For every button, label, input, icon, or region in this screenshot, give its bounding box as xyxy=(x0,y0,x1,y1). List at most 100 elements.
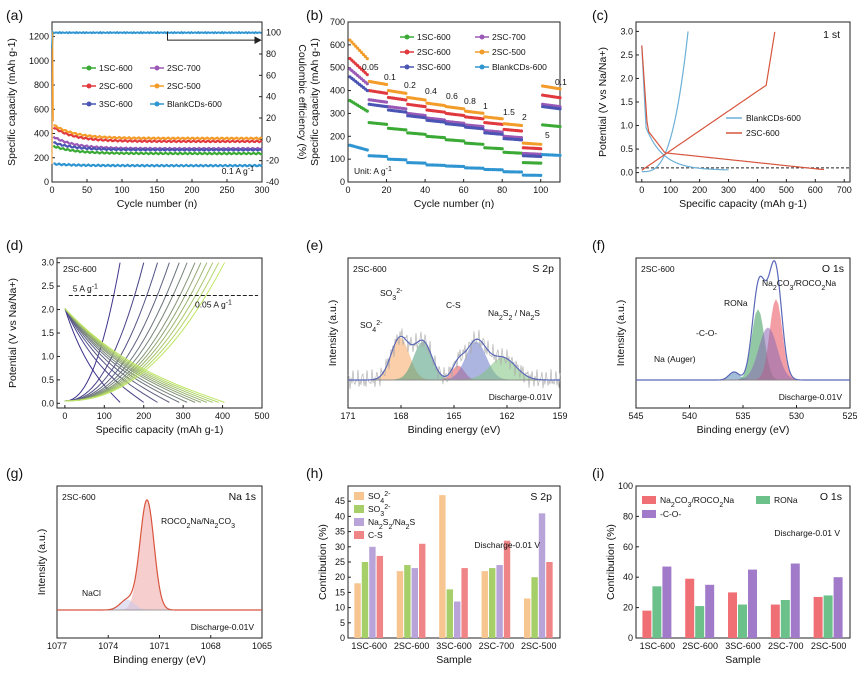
rate-segment xyxy=(484,130,503,133)
legend-label: 2SC-700 xyxy=(167,63,201,73)
text-fragment: -1 xyxy=(248,166,254,173)
x-tick-label: 250 xyxy=(219,185,234,195)
y-tick-label: 700 xyxy=(330,17,345,27)
y-tick-label: 35 xyxy=(335,527,345,537)
y-tick-label: 100 xyxy=(618,481,633,491)
text-fragment: -1 xyxy=(226,299,232,306)
bar xyxy=(705,584,715,638)
x-axis-label: Binding energy (eV) xyxy=(113,654,206,666)
legend-marker xyxy=(479,64,485,70)
text-fragment: S xyxy=(534,308,540,318)
y-tick-label: 1.0 xyxy=(620,121,633,131)
bar xyxy=(747,569,757,638)
text-fragment: SO xyxy=(368,491,381,501)
bar xyxy=(770,604,780,638)
rate-label: 0.6 xyxy=(446,91,458,101)
x-tick-label: 159 xyxy=(552,411,567,421)
rate-label: 0.2 xyxy=(404,80,416,90)
text-fragment: 2 xyxy=(499,315,503,322)
legend-label: 2SC-700 xyxy=(492,32,526,42)
rate-label: 0.4 xyxy=(425,86,437,96)
text-fragment: 2 xyxy=(671,502,675,509)
legend-label: SO32- xyxy=(368,504,391,518)
envelope-curve xyxy=(348,335,561,381)
x-tick-label: 535 xyxy=(735,411,750,421)
text-fragment: Unit: A g xyxy=(354,166,386,176)
x-tick-label: 50 xyxy=(82,185,92,195)
legend-label: BlankCDs-600 xyxy=(746,113,801,123)
element-label: Na 1s xyxy=(229,491,256,503)
text-fragment: 3 xyxy=(688,502,692,509)
rate-segment xyxy=(446,106,464,110)
bar xyxy=(503,540,511,638)
rate-segment xyxy=(349,58,368,75)
x-tick-label: 1SC-600 xyxy=(351,641,387,651)
rate-label: 5 xyxy=(545,130,550,140)
rate-segment xyxy=(388,127,406,131)
bar xyxy=(662,566,672,638)
rate-segment xyxy=(484,132,503,135)
bar xyxy=(496,565,503,638)
bar xyxy=(531,577,538,638)
rate-segment xyxy=(388,97,406,101)
text-fragment: Na xyxy=(368,517,379,527)
charge-curve xyxy=(64,262,145,402)
peak-label-rocona: ROCO2Na/Na2CO3 xyxy=(161,516,235,530)
text-fragment: Na xyxy=(723,495,734,505)
rate-segment xyxy=(349,39,368,59)
bar xyxy=(446,589,453,638)
charge-curve xyxy=(64,262,159,402)
y-tick-label: 400 xyxy=(330,86,345,96)
x-tick-label: 171 xyxy=(340,411,355,421)
x-tick-label: 700 xyxy=(837,185,852,195)
text-fragment: 3 xyxy=(392,295,396,302)
y-axis-label: Contribution (%) xyxy=(317,524,329,600)
rate-segment xyxy=(407,162,426,164)
text-fragment: CO xyxy=(675,495,688,505)
y-tick-label: 45 xyxy=(335,496,345,506)
y-axis-label: Potential (V vs Na/Na+) xyxy=(7,278,19,388)
x-tick-label: 200 xyxy=(184,185,199,195)
discharge-curve xyxy=(64,308,219,403)
rate-segment xyxy=(504,138,522,141)
x-tick-label: 500 xyxy=(779,185,794,195)
envelope-curve xyxy=(57,498,262,611)
x-tick-label: 0 xyxy=(345,185,350,195)
text-fragment: S xyxy=(503,308,509,318)
bar xyxy=(439,495,446,638)
y2-tick-label: 100 xyxy=(266,28,281,38)
legend-label: 1SC-600 xyxy=(99,63,133,73)
bar xyxy=(396,571,404,638)
rate-segment xyxy=(349,68,368,85)
bar xyxy=(354,583,361,638)
panel-title: O 1s xyxy=(820,491,842,503)
text-fragment: 2 xyxy=(773,285,777,292)
discharge-curve xyxy=(64,308,207,403)
rate-segment xyxy=(427,164,445,166)
y-axis-label: Specific capacity (mAh g-1) xyxy=(6,38,18,166)
x-tick-label: 40 xyxy=(420,185,430,195)
plot-frame xyxy=(56,485,263,639)
y-axis-label: Intensity (a.u.) xyxy=(615,300,627,367)
legend-marker xyxy=(404,34,410,40)
rate-segment xyxy=(349,76,368,91)
x-tick-label: 530 xyxy=(789,411,804,421)
y-tick-label: 0 xyxy=(340,633,345,643)
x-tick-label: 400 xyxy=(750,185,765,195)
text-fragment: 2 xyxy=(379,524,383,531)
x-tick-label: 2SC-700 xyxy=(479,641,515,651)
y-tick-label: 0.0 xyxy=(41,398,54,408)
envelope-curve xyxy=(636,259,850,381)
y-tick-label: 10 xyxy=(335,603,345,613)
x-axis-label: Binding energy (eV) xyxy=(408,424,501,436)
x-tick-label: 20 xyxy=(382,185,392,195)
y-tick-label: 100 xyxy=(330,154,345,164)
y-tick-label: 400 xyxy=(34,129,49,139)
x-axis-label: Specific capacity (mAh g-1) xyxy=(679,198,807,210)
bar xyxy=(685,578,695,638)
legend-label: 2SC-600 xyxy=(99,81,133,91)
rate-segment xyxy=(542,85,561,90)
rate-segment xyxy=(349,144,368,151)
fitted-peak xyxy=(636,299,850,381)
y-tick-label: 600 xyxy=(34,104,49,114)
